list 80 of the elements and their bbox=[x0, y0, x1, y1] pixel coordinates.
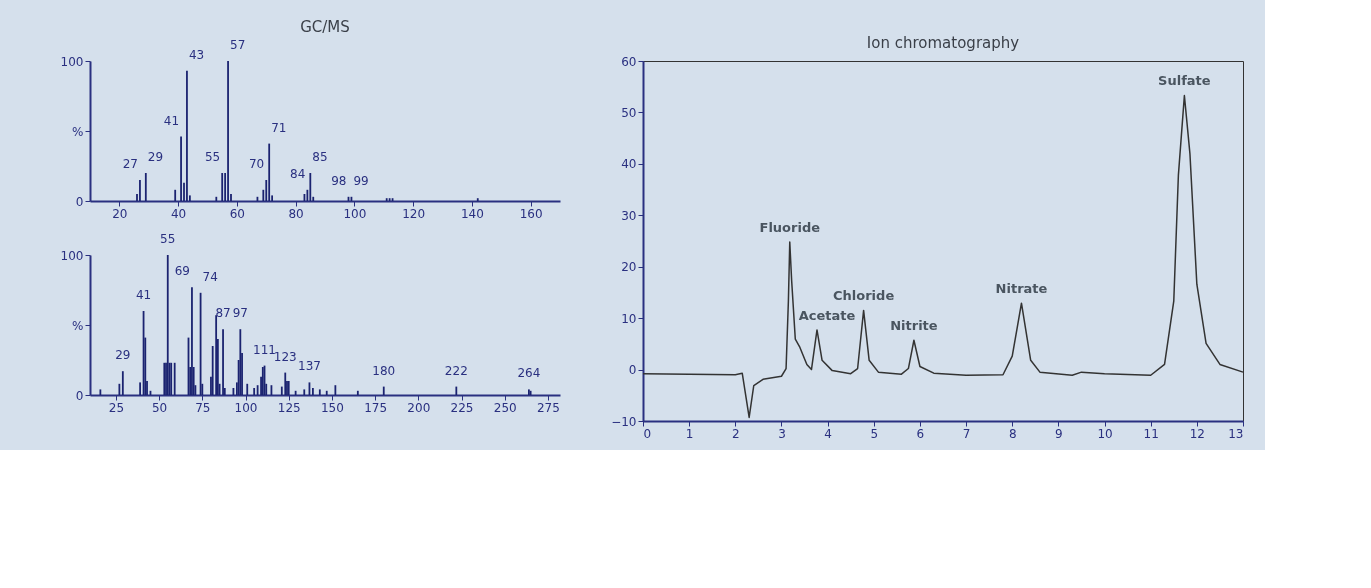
annotation: 180 bbox=[372, 363, 396, 378]
y-tick-label: 0 bbox=[75, 388, 84, 403]
annotation: 41 bbox=[135, 288, 152, 302]
x-tick-label: 225 bbox=[450, 400, 474, 415]
x-tick-label: 25 bbox=[108, 400, 125, 415]
annotation: 137 bbox=[298, 359, 321, 374]
x-tick-label: 0 bbox=[643, 426, 652, 441]
annotation: 55 bbox=[204, 150, 221, 164]
y-tick-label: 60 bbox=[621, 54, 637, 69]
chart-title: GC/MS bbox=[300, 18, 350, 36]
annotation: 87 bbox=[215, 306, 231, 321]
annotation: Acetate bbox=[798, 307, 856, 323]
y-tick-label: % bbox=[72, 124, 84, 139]
annotation: 69 bbox=[174, 264, 190, 279]
annotation: Chloride bbox=[833, 288, 895, 304]
x-tick-label: 9 bbox=[1055, 426, 1063, 441]
x-tick-label: 11 bbox=[1143, 426, 1159, 441]
annotation: Fluoride bbox=[759, 220, 821, 236]
annotation: 27 bbox=[122, 157, 138, 171]
annotation: Sulfate bbox=[1158, 73, 1211, 89]
annotation: 41 bbox=[163, 113, 180, 128]
x-tick-label: 275 bbox=[536, 400, 560, 415]
x-tick-label: 20 bbox=[112, 206, 128, 221]
x-tick-label: 125 bbox=[277, 400, 301, 415]
annotation: 70 bbox=[248, 157, 265, 171]
y-tick-label: 100 bbox=[60, 54, 84, 69]
x-tick-label: 160 bbox=[519, 206, 543, 221]
x-tick-label: 10 bbox=[1097, 426, 1113, 441]
x-tick-label: 7 bbox=[962, 426, 971, 441]
y-tick-label: % bbox=[72, 318, 84, 333]
annotation: 99 bbox=[353, 173, 369, 188]
annotation: 84 bbox=[290, 166, 306, 181]
annotation: 71 bbox=[271, 120, 287, 135]
annotation: Nitrate bbox=[995, 281, 1048, 297]
x-tick-label: 100 bbox=[343, 206, 367, 221]
y-tick-label: 0 bbox=[628, 363, 637, 378]
y-tick-label: −10 bbox=[611, 414, 637, 429]
x-tick-label: 5 bbox=[870, 426, 879, 441]
x-tick-label: 12 bbox=[1189, 426, 1205, 441]
x-tick-label: 6 bbox=[916, 426, 925, 441]
y-tick-label: 30 bbox=[621, 208, 637, 223]
annotation: 29 bbox=[115, 348, 131, 363]
annotation: Nitrite bbox=[890, 318, 938, 334]
x-tick-label: 80 bbox=[288, 206, 304, 221]
y-tick-label: 10 bbox=[621, 311, 637, 326]
annotation: 85 bbox=[312, 150, 328, 164]
annotation: 43 bbox=[188, 47, 205, 62]
annotation: 264 bbox=[517, 366, 541, 381]
y-tick-label: 40 bbox=[621, 157, 637, 172]
annotation: 97 bbox=[232, 306, 248, 321]
annotation: 74 bbox=[202, 269, 218, 284]
y-tick-label: 20 bbox=[621, 260, 637, 275]
x-tick-label: 140 bbox=[460, 206, 484, 221]
x-tick-label: 60 bbox=[229, 206, 246, 221]
annotation: 29 bbox=[147, 150, 164, 164]
chart-title: Ion chromatography bbox=[866, 34, 1020, 52]
x-tick-label: 100 bbox=[234, 400, 258, 415]
y-tick-label: 50 bbox=[621, 105, 637, 120]
x-tick-label: 8 bbox=[1008, 426, 1017, 441]
x-tick-label: 1 bbox=[685, 426, 694, 441]
y-tick-label: 0 bbox=[75, 194, 84, 209]
x-tick-label: 13 bbox=[1228, 426, 1244, 441]
annotation: 222 bbox=[444, 363, 468, 378]
x-tick-label: 2 bbox=[731, 426, 740, 441]
annotation: 98 bbox=[331, 173, 347, 188]
x-tick-label: 150 bbox=[320, 400, 344, 415]
y-tick-label: 100 bbox=[60, 248, 84, 263]
x-tick-label: 250 bbox=[493, 400, 517, 415]
x-tick-label: 40 bbox=[170, 206, 187, 221]
x-tick-label: 75 bbox=[195, 400, 211, 415]
x-tick-label: 4 bbox=[824, 426, 832, 441]
annotation: 57 bbox=[230, 38, 246, 52]
annotation: 123 bbox=[273, 349, 297, 364]
x-tick-label: 120 bbox=[402, 206, 426, 221]
annotation: 111 bbox=[253, 342, 276, 357]
x-tick-label: 200 bbox=[407, 400, 431, 415]
x-tick-label: 175 bbox=[364, 400, 388, 415]
x-tick-label: 50 bbox=[151, 400, 168, 415]
annotation: 55 bbox=[160, 232, 176, 246]
x-tick-label: 3 bbox=[778, 426, 786, 441]
